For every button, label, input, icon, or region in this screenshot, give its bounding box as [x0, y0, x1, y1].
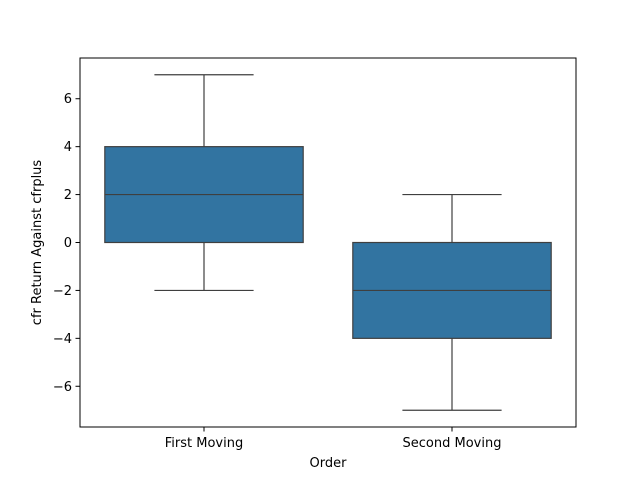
x-tick-label: Second Moving — [403, 436, 502, 451]
x-tick-label: First Moving — [165, 436, 243, 451]
box-1 — [104, 74, 304, 292]
y-tick-label: 6 — [64, 92, 72, 107]
y-axis-label: cfr Return Against cfrplus — [30, 160, 45, 326]
y-axis-ticks: −6 −4 −2 0 2 4 6 — [53, 92, 80, 395]
x-axis-ticks: First Moving Second Moving — [165, 427, 502, 451]
boxes-layer — [104, 74, 552, 411]
y-tick-label: −6 — [53, 380, 72, 395]
y-tick-label: −4 — [53, 332, 72, 347]
y-tick-label: 0 — [64, 236, 72, 251]
y-tick-label: 2 — [64, 188, 72, 203]
x-axis-label: Order — [310, 456, 348, 471]
y-tick-label: 4 — [64, 140, 72, 155]
y-tick-label: −2 — [53, 284, 72, 299]
box-2 — [352, 193, 552, 411]
